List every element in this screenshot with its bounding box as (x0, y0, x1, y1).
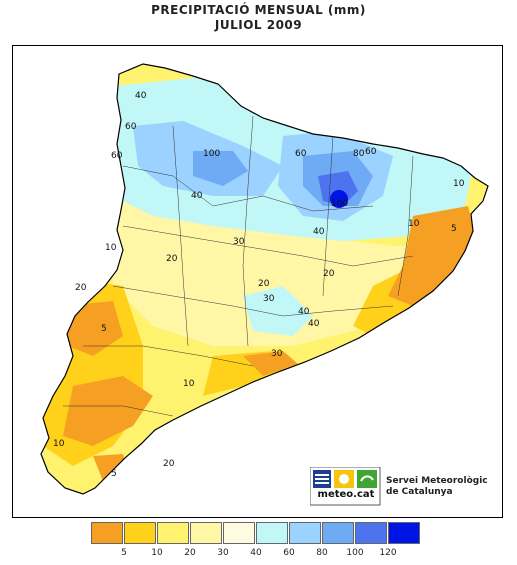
contour-label: 40 (308, 319, 320, 329)
map-title: PRECIPITACIÓ MENSUAL (mm) (151, 3, 366, 17)
contour-label: 10 (53, 439, 65, 449)
contour-label: 10 (183, 379, 195, 389)
org-name-line1: Servei Meteorològic (386, 476, 488, 486)
legend-swatch (91, 522, 123, 544)
contour-label: 30 (233, 237, 245, 247)
legend-swatch (157, 522, 189, 544)
comarca-boundaries (63, 115, 414, 417)
contour-labels: 40 60 100 60 40 60 20 10 30 20 40 20 10 5 5 10 40 20 30 40 1… (53, 91, 465, 479)
contour-label: 20 (75, 283, 87, 293)
legend-tick-label: 120 (379, 548, 397, 558)
legend-tick-label: 100 (346, 548, 364, 558)
contour-label: 5 (451, 224, 457, 234)
contour-label: 40 (191, 191, 203, 201)
legend-tick-label: 10 (151, 548, 163, 558)
contour-label: 30 (271, 349, 283, 359)
contour-label: 20 (258, 279, 270, 289)
contour-label: 40 (313, 227, 325, 237)
contour-label: 60 (295, 149, 307, 159)
legend-swatch (190, 522, 222, 544)
contour-label: 60 (111, 151, 123, 161)
contour-label: 5 (111, 469, 117, 479)
legend-swatch (388, 522, 420, 544)
legend-tick-label: 40 (250, 548, 262, 558)
contour-label: 100 (203, 149, 220, 159)
contour-label: 60 (365, 147, 377, 157)
legend-swatch (223, 522, 255, 544)
contour-label: 5 (101, 324, 107, 334)
legend-swatch (289, 522, 321, 544)
contour-label: 10 (453, 179, 465, 189)
legend-swatch (256, 522, 288, 544)
contour-label: 10 (105, 243, 117, 253)
contour-label: 80 (353, 149, 365, 159)
meteocat-logo-graphic (309, 466, 381, 506)
legend-tick-label: 80 (316, 548, 328, 558)
org-name-line2: de Catalunya (386, 487, 453, 497)
contour-label: 40 (298, 307, 310, 317)
contour-label: 20 (166, 254, 178, 264)
meteocat-brand-label: meteo.cat (317, 489, 375, 500)
contour-label: 20 (163, 459, 175, 469)
legend-swatch (355, 522, 387, 544)
contour-label: 40 (135, 91, 147, 101)
contour-label: 10 (408, 219, 420, 229)
map-subtitle: JULIOL 2009 (214, 18, 303, 32)
contour-label: 60 (125, 122, 137, 132)
meteocat-logo (309, 466, 382, 511)
precipitation-map: 40 60 100 60 40 60 20 10 30 20 40 20 10 5 5 10 40 20 30 40 1… (12, 45, 503, 518)
legend-tick-label: 20 (184, 548, 196, 558)
contour-label: 20 (323, 269, 335, 279)
contour-label: 100 (331, 199, 348, 209)
region-border (40, 63, 489, 495)
legend-tick-label: 5 (121, 548, 127, 558)
legend-swatch (124, 522, 156, 544)
catalonia-map: 40 60 100 60 40 60 20 10 30 20 40 20 10 5 5 10 40 20 30 40 1… (13, 46, 502, 517)
legend-tick-label: 60 (283, 548, 295, 558)
contour-label: 30 (263, 294, 275, 304)
legend-swatch (322, 522, 354, 544)
legend-tick-label: 30 (217, 548, 229, 558)
